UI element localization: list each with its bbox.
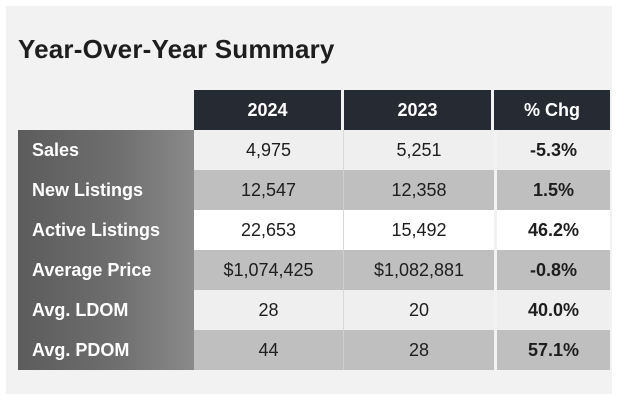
cell-2023: 12,358 [344,170,494,210]
cell-2023: 20 [344,290,494,330]
header-2024: 2024 [194,90,344,130]
cell-2024: 22,653 [194,210,344,250]
table-row: Avg. PDOM 44 28 57.1% [18,330,610,370]
cell-2024: 44 [194,330,344,370]
page-title: Year-Over-Year Summary [18,34,335,64]
row-label: Average Price [18,250,194,290]
cell-pct-change: -0.8% [494,250,610,290]
cell-2023: $1,082,881 [344,250,494,290]
cell-2023: 28 [344,330,494,370]
cell-pct-change: -5.3% [494,130,610,170]
cell-2023: 15,492 [344,210,494,250]
summary-table: 2024 2023 % Chg Sales 4,975 5,251 -5.3% … [18,90,610,370]
row-label: Avg. PDOM [18,330,194,370]
cell-pct-change: 46.2% [494,210,610,250]
cell-2023: 5,251 [344,130,494,170]
row-label: Sales [18,130,194,170]
cell-2024: 4,975 [194,130,344,170]
header-corner [18,90,194,130]
summary-panel: Year-Over-Year Summary 2024 2023 % Chg S… [6,6,612,394]
header-pct-change: % Chg [494,90,610,130]
cell-2024: 28 [194,290,344,330]
row-label: Avg. LDOM [18,290,194,330]
cell-pct-change: 40.0% [494,290,610,330]
table-row: Average Price $1,074,425 $1,082,881 -0.8… [18,250,610,290]
table-row: Sales 4,975 5,251 -5.3% [18,130,610,170]
cell-pct-change: 57.1% [494,330,610,370]
table-header-row: 2024 2023 % Chg [18,90,610,130]
row-label: Active Listings [18,210,194,250]
table-row: Active Listings 22,653 15,492 46.2% [18,210,610,250]
cell-2024: $1,074,425 [194,250,344,290]
cell-2024: 12,547 [194,170,344,210]
cell-pct-change: 1.5% [494,170,610,210]
table-row: New Listings 12,547 12,358 1.5% [18,170,610,210]
header-2023: 2023 [344,90,494,130]
row-label: New Listings [18,170,194,210]
table-row: Avg. LDOM 28 20 40.0% [18,290,610,330]
